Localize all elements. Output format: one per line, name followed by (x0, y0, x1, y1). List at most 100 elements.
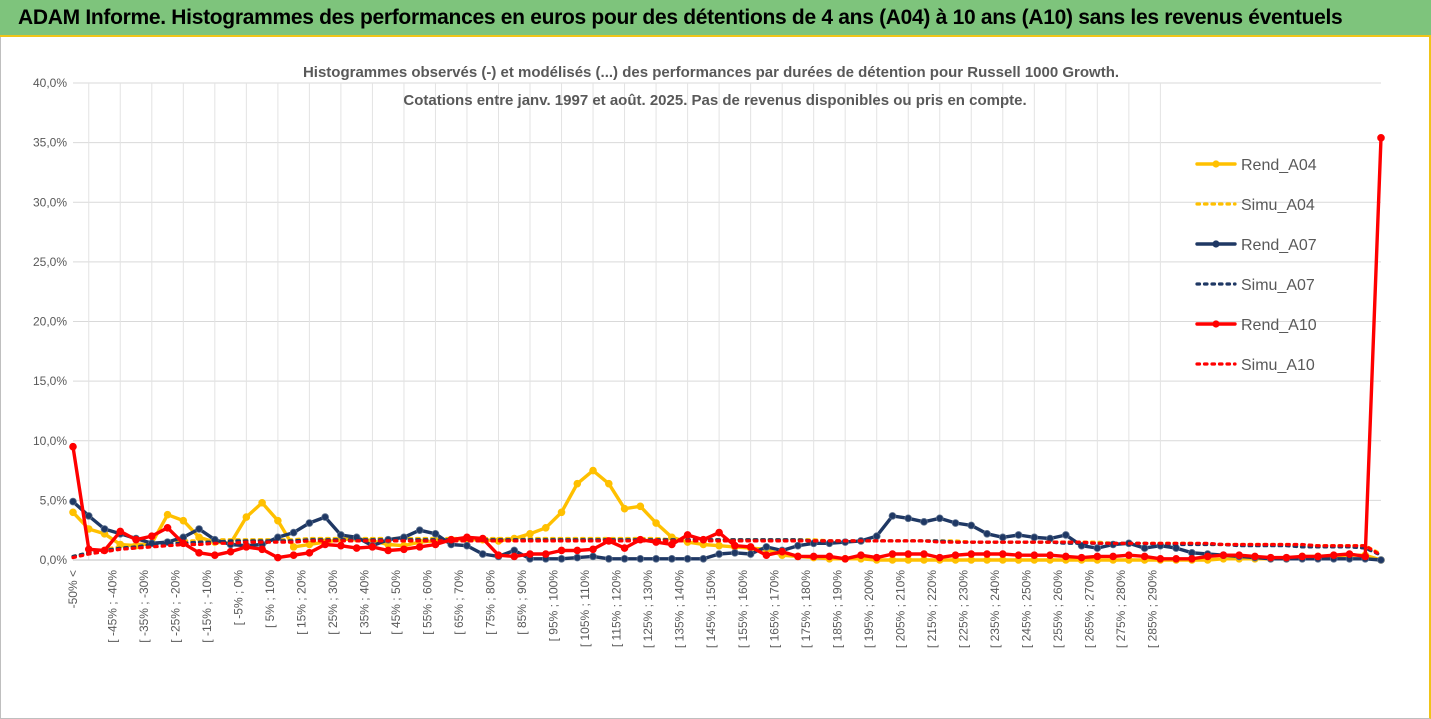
data-point-rend-a04 (258, 498, 266, 507)
data-point-rend-a07 (731, 549, 739, 557)
data-point-rend-a10 (274, 553, 282, 562)
data-point-rend-a10 (1298, 552, 1307, 561)
data-point-rend-a04 (573, 479, 582, 488)
data-point-rend-a07 (1062, 531, 1070, 539)
data-point-rend-a10 (904, 550, 913, 558)
x-tick-label: [ 145% ; 150% (704, 570, 718, 648)
data-point-rend-a10 (1219, 551, 1228, 560)
data-point-rend-a07 (1030, 533, 1039, 542)
x-tick-label: [ 115% ; 120% (610, 570, 624, 647)
data-point-rend-a04 (652, 519, 660, 527)
data-point-rend-a10 (69, 442, 77, 451)
data-point-rend-a04 (526, 529, 534, 538)
data-point-rend-a10 (258, 545, 266, 554)
data-point-rend-a10 (541, 550, 550, 558)
y-tick-label: 25,0% (33, 255, 67, 269)
series-line-rend-a04 (71, 468, 1383, 562)
y-tick-label: 0,0% (40, 553, 68, 567)
histogram-line-chart: 0,0% 5,0% 10,0% 15,0% 20,0% 25,0% 30,0% 35,0% 40… (33, 64, 1385, 648)
legend-label: Rend_A10 (1241, 317, 1317, 334)
data-point-rend-a04 (163, 510, 172, 519)
gridlines (73, 82, 1381, 561)
data-point-rend-a10 (746, 543, 755, 551)
x-tick-label: [ 135% ; 140% (673, 570, 687, 648)
data-point-rend-a10 (920, 550, 928, 558)
data-point-rend-a07 (463, 541, 471, 550)
data-point-rend-a07 (305, 519, 314, 527)
data-point-rend-a10 (226, 547, 235, 556)
data-point-rend-a10 (1125, 551, 1133, 560)
data-point-rend-a10 (778, 547, 786, 556)
x-tick-label: [ 225% ; 230% (956, 570, 970, 648)
data-point-rend-a07 (1093, 544, 1102, 552)
x-tick-label: [ 245% ; 250% (1019, 570, 1033, 648)
data-point-rend-a07 (668, 555, 676, 563)
chart-title-line-2: Cotations entre janv. 1997 et août. 2025… (403, 92, 1026, 109)
data-point-rend-a10 (526, 550, 534, 558)
data-point-rend-a10 (337, 541, 345, 550)
data-point-rend-a07 (652, 555, 660, 563)
x-tick-label: [ 125% ; 130% (641, 570, 655, 648)
x-tick-label: [ 95% ; 100% (547, 570, 561, 642)
data-point-rend-a07 (478, 550, 487, 558)
x-tick-label: [ 165% ; 170% (767, 570, 781, 648)
y-tick-label: 10,0% (33, 434, 67, 448)
data-point-rend-a04 (274, 516, 282, 525)
data-point-rend-a10 (1235, 551, 1243, 560)
data-point-rend-a10 (1062, 552, 1070, 561)
data-point-rend-a07 (872, 532, 881, 540)
data-point-rend-a07 (1014, 531, 1023, 539)
data-point-rend-a07 (84, 512, 93, 520)
x-tick-label: -50% < (66, 570, 80, 608)
data-point-rend-a07 (967, 521, 976, 530)
x-tick-label: [ 15% ; 20% (295, 570, 309, 635)
data-point-rend-a10 (998, 550, 1007, 558)
data-point-rend-a04 (69, 508, 77, 517)
x-tick-label: [ 255% ; 260% (1051, 570, 1065, 648)
data-point-rend-a10 (384, 546, 392, 555)
data-point-rend-a07 (983, 529, 991, 538)
data-point-rend-a07 (920, 518, 928, 526)
data-point-rend-a10 (573, 546, 582, 555)
report-banner: ADAM Informe. Histogrammes des performan… (0, 0, 1431, 37)
data-point-rend-a10 (1093, 552, 1102, 561)
data-point-rend-a07 (589, 552, 597, 561)
data-point-rend-a10 (841, 555, 849, 563)
data-point-rend-a07 (935, 514, 944, 523)
data-point-rend-a10 (415, 543, 424, 551)
data-point-rend-a10 (1014, 551, 1023, 560)
legend-marker (1212, 160, 1220, 168)
series-lines (69, 134, 1385, 564)
x-tick-label: [ 85% ; 90% (515, 570, 529, 635)
data-point-rend-a07 (100, 525, 109, 533)
data-point-rend-a10 (1377, 134, 1385, 142)
data-point-rend-a07 (683, 555, 692, 563)
x-tick-label: [ 205% ; 210% (893, 570, 907, 648)
data-point-rend-a10 (1361, 552, 1370, 561)
data-point-rend-a10 (163, 524, 172, 532)
data-point-rend-a04 (289, 543, 298, 551)
data-point-rend-a10 (463, 533, 471, 542)
data-point-rend-a04 (605, 479, 613, 488)
x-tick-label: [ 175% ; 180% (799, 570, 813, 648)
x-tick-label: [ -15% ; -10% (200, 570, 214, 643)
data-point-rend-a04 (541, 524, 550, 532)
data-point-rend-a10 (589, 545, 597, 554)
legend-marker (1212, 240, 1220, 248)
data-point-rend-a04 (305, 540, 314, 549)
data-point-rend-a10 (494, 551, 503, 560)
data-point-rend-a10 (951, 551, 960, 560)
data-point-rend-a04 (715, 541, 723, 550)
x-tick-label: [ 285% ; 290% (1145, 570, 1159, 648)
data-point-rend-a07 (289, 528, 298, 537)
legend-label: Simu_A10 (1241, 357, 1315, 374)
series-line-rend-a10 (71, 136, 1383, 561)
data-point-rend-a07 (337, 531, 345, 539)
legend-label: Simu_A07 (1241, 277, 1315, 294)
data-point-rend-a04 (620, 504, 629, 513)
data-point-rend-a10 (762, 551, 771, 560)
data-point-rend-a07 (415, 526, 424, 534)
legend-label: Rend_A04 (1241, 157, 1317, 174)
data-point-rend-a10 (888, 550, 897, 558)
y-tick-label: 5,0% (40, 493, 68, 507)
